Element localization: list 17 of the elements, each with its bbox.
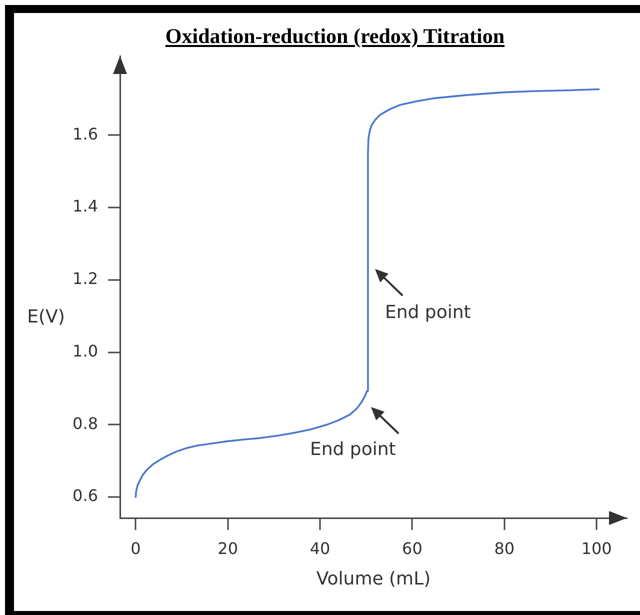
y-tick-label: 1.6 [72,124,98,144]
x-tick-label: 0 [130,538,141,558]
annotation: End point [310,439,396,460]
y-tick-label: 0.8 [72,414,98,433]
y-tick-label: 1.0 [72,341,98,360]
y-tick-label: 1.2 [72,269,98,288]
x-axis-title: Volume (mL) [316,568,431,590]
x-tick-label: 60 [402,538,422,558]
x-tick-label: 40 [310,538,330,558]
annotation: End point [384,302,471,323]
x-tick-label: 20 [218,538,238,558]
chart-title: Oxidation-reduction (redox) Titration [165,24,505,48]
y-axis-title: E(V) [27,306,65,328]
y-tick-label: 0.6 [72,486,98,506]
x-tick-label: 80 [494,538,515,558]
x-tick-label: 100 [581,538,612,558]
y-tick-label: 1.4 [72,196,98,216]
